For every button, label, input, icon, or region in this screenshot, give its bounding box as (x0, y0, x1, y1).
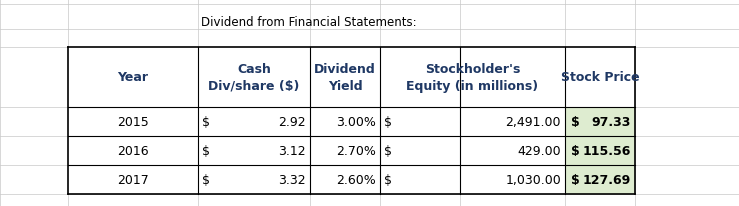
Text: $: $ (202, 173, 210, 186)
Text: Stockholder's
Equity (in millions): Stockholder's Equity (in millions) (406, 63, 539, 92)
Text: $: $ (571, 144, 580, 157)
Text: 2.70%: 2.70% (336, 144, 376, 157)
Text: $: $ (571, 115, 580, 128)
Text: $: $ (202, 144, 210, 157)
Text: 2016: 2016 (118, 144, 149, 157)
Bar (565, 136, 635, 165)
Text: 2.60%: 2.60% (336, 173, 376, 186)
Bar (565, 108, 635, 136)
Text: Year: Year (118, 71, 149, 84)
Bar (68, 48, 635, 194)
Text: Stock Price: Stock Price (561, 71, 639, 84)
Text: 97.33: 97.33 (592, 115, 631, 128)
Text: 3.32: 3.32 (279, 173, 306, 186)
Text: 1,030.00: 1,030.00 (505, 173, 561, 186)
Text: 115.56: 115.56 (582, 144, 631, 157)
Text: Dividend from Financial Statements:: Dividend from Financial Statements: (201, 16, 417, 29)
Text: 3.12: 3.12 (279, 144, 306, 157)
Text: 127.69: 127.69 (583, 173, 631, 186)
Text: $: $ (571, 173, 580, 186)
Bar (565, 165, 635, 194)
Text: $: $ (384, 115, 392, 128)
Text: $: $ (384, 144, 392, 157)
Text: 429.00: 429.00 (517, 144, 561, 157)
Text: $: $ (202, 115, 210, 128)
Text: 2,491.00: 2,491.00 (505, 115, 561, 128)
Text: Dividend
Yield: Dividend Yield (314, 63, 376, 92)
Text: 3.00%: 3.00% (336, 115, 376, 128)
Text: $: $ (384, 173, 392, 186)
Text: 2017: 2017 (117, 173, 149, 186)
Text: 2.92: 2.92 (279, 115, 306, 128)
Text: 2015: 2015 (117, 115, 149, 128)
Text: Cash
Div/share ($): Cash Div/share ($) (208, 63, 300, 92)
